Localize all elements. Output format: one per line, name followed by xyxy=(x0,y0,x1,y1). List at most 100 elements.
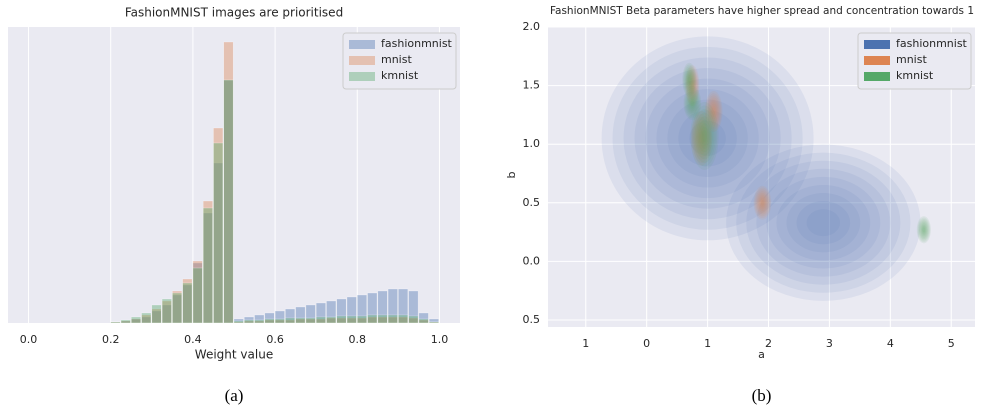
bar xyxy=(357,315,367,324)
x-tick-label: 0 xyxy=(643,337,650,350)
bar xyxy=(110,321,121,324)
y-tick-label: 2.0 xyxy=(523,20,541,33)
density-contour xyxy=(688,73,697,98)
bar xyxy=(264,318,275,324)
x-tick-label: 1.0 xyxy=(431,333,449,346)
density-contour xyxy=(667,99,748,177)
density-contour xyxy=(693,109,716,163)
density-contour xyxy=(806,209,841,237)
caption: (a) xyxy=(225,386,244,405)
density-contour xyxy=(712,107,716,115)
density-contour xyxy=(700,126,709,146)
bar xyxy=(141,312,152,324)
density-contour xyxy=(691,105,718,167)
density-contour xyxy=(685,69,694,90)
density-contour xyxy=(690,102,719,170)
bar xyxy=(285,317,296,324)
density-contour xyxy=(704,90,723,132)
density-contour xyxy=(916,216,931,244)
bar xyxy=(131,316,141,324)
density-contour xyxy=(918,220,929,240)
legend-label: kmnist xyxy=(381,69,419,82)
y-tick-label: 1.0 xyxy=(523,137,541,150)
bar xyxy=(326,316,337,324)
density-contour xyxy=(754,187,771,219)
density-contour xyxy=(756,191,769,215)
density-contour xyxy=(645,78,770,199)
density-contour xyxy=(726,144,921,301)
density-contour xyxy=(796,201,851,245)
legend-label: fashionmnist xyxy=(896,37,968,50)
bar xyxy=(418,318,429,324)
legend-label: mnist xyxy=(896,53,927,66)
density-contour xyxy=(919,221,928,238)
legend-swatch xyxy=(864,72,890,81)
y-tick-label: 0.5 xyxy=(523,313,541,326)
density-contour xyxy=(736,152,911,293)
bar xyxy=(213,142,224,324)
bar xyxy=(192,267,203,324)
density-contour xyxy=(689,77,696,94)
legend-label: mnist xyxy=(381,53,412,66)
density-contour xyxy=(699,123,710,149)
legend-swatch xyxy=(349,72,375,81)
density-contour xyxy=(688,76,691,83)
kde-layer xyxy=(601,36,931,301)
density-contour xyxy=(918,218,930,241)
density-contour xyxy=(756,168,891,277)
density-contour xyxy=(686,73,692,87)
chart-title: FashionMNIST Beta parameters have higher… xyxy=(550,5,974,17)
density-contour xyxy=(709,101,718,122)
density-contour xyxy=(684,87,701,119)
bar xyxy=(305,317,316,324)
density-contour xyxy=(690,79,695,92)
density-contour xyxy=(922,227,926,233)
density-contour xyxy=(708,99,719,124)
y-tick-label: 1.5 xyxy=(523,79,541,92)
density-contour xyxy=(698,130,705,146)
x-tick-label: 3 xyxy=(826,337,833,350)
density-contour xyxy=(707,97,720,126)
density-contour xyxy=(759,198,765,208)
density-contour xyxy=(612,46,803,230)
density-contour xyxy=(685,89,700,117)
x-tick-label: 0.6 xyxy=(266,333,284,346)
density-contour xyxy=(758,194,767,211)
legend-swatch xyxy=(864,40,890,49)
bar xyxy=(377,314,388,324)
density-contour xyxy=(693,116,710,160)
bar xyxy=(346,315,357,324)
density-contour xyxy=(683,86,702,121)
bar xyxy=(151,304,162,324)
density-contour xyxy=(656,89,759,188)
density-contour xyxy=(688,94,697,112)
density-contour xyxy=(695,122,708,155)
density-contour xyxy=(696,116,713,156)
density-contour xyxy=(766,176,881,269)
x-tick-label: 4 xyxy=(887,337,894,350)
density-contour xyxy=(697,119,712,153)
density-contour xyxy=(757,192,768,213)
density-contour xyxy=(697,128,706,149)
bar xyxy=(408,315,419,324)
bar xyxy=(172,292,183,324)
x-tick-label: 0.2 xyxy=(102,333,120,346)
x-tick-label: 1 xyxy=(582,337,589,350)
density-contour xyxy=(921,225,926,234)
chart-title: FashionMNIST images are prioritised xyxy=(125,6,343,20)
bar xyxy=(120,319,131,324)
density-contour xyxy=(759,196,766,210)
bar xyxy=(223,79,234,324)
y-tick-label: 0.5 xyxy=(523,196,541,209)
x-tick-label: 5 xyxy=(948,337,955,350)
density-contour xyxy=(687,75,692,85)
density-contour xyxy=(689,98,695,108)
density-contour xyxy=(685,65,700,106)
density-contour xyxy=(917,217,931,242)
density-contour xyxy=(686,69,698,102)
density-contour xyxy=(921,224,927,235)
bar xyxy=(233,320,244,324)
density-contour xyxy=(634,68,781,209)
bar xyxy=(398,314,409,324)
